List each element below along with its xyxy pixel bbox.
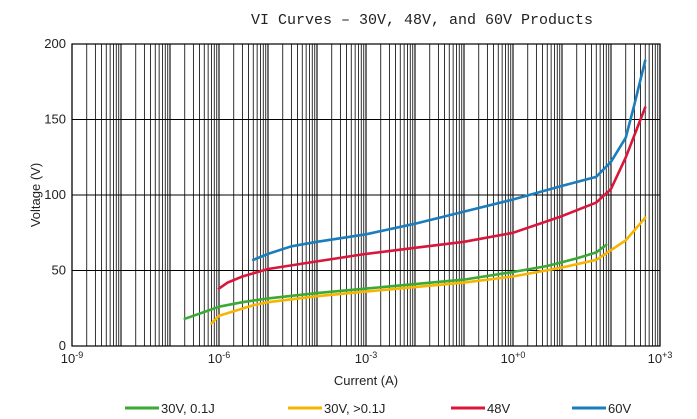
series-line <box>183 243 608 321</box>
chart-title: VI Curves – 30V, 48V, and 60V Products <box>251 12 593 29</box>
y-tick-label: 50 <box>52 263 66 278</box>
x-tick-label: 10-6 <box>208 350 230 366</box>
plot-grid <box>71 43 661 347</box>
x-axis-ticks: 10-9 10-6 10-3 10+0 10+3 <box>61 350 673 366</box>
x-tick-label: 10-9 <box>61 350 83 366</box>
series-line <box>217 106 647 290</box>
legend-label: 48V <box>487 401 510 416</box>
plot-frame <box>71 43 661 347</box>
y-tick-label: 200 <box>44 36 66 51</box>
y-axis-ticks: 0 50 100 150 200 <box>44 36 66 353</box>
y-tick-label: 150 <box>44 112 66 127</box>
series-line <box>251 59 647 262</box>
legend-label: 30V, 0.1J <box>161 401 215 416</box>
y-tick-label: 100 <box>44 187 66 202</box>
x-axis-label: Current (A) <box>334 373 398 388</box>
y-tick-label: 0 <box>59 338 66 353</box>
x-tick-label: 10+3 <box>648 350 673 366</box>
legend: 30V, 0.1J 30V, >0.1J 48V 60V <box>125 401 631 416</box>
legend-label: 30V, >0.1J <box>324 401 385 416</box>
x-tick-label: 10-3 <box>355 350 377 366</box>
legend-label: 60V <box>608 401 631 416</box>
y-axis-label: Voltage (V) <box>28 163 43 227</box>
series-lines <box>183 59 647 325</box>
x-tick-label: 10+0 <box>501 350 526 366</box>
series-line <box>210 216 647 325</box>
